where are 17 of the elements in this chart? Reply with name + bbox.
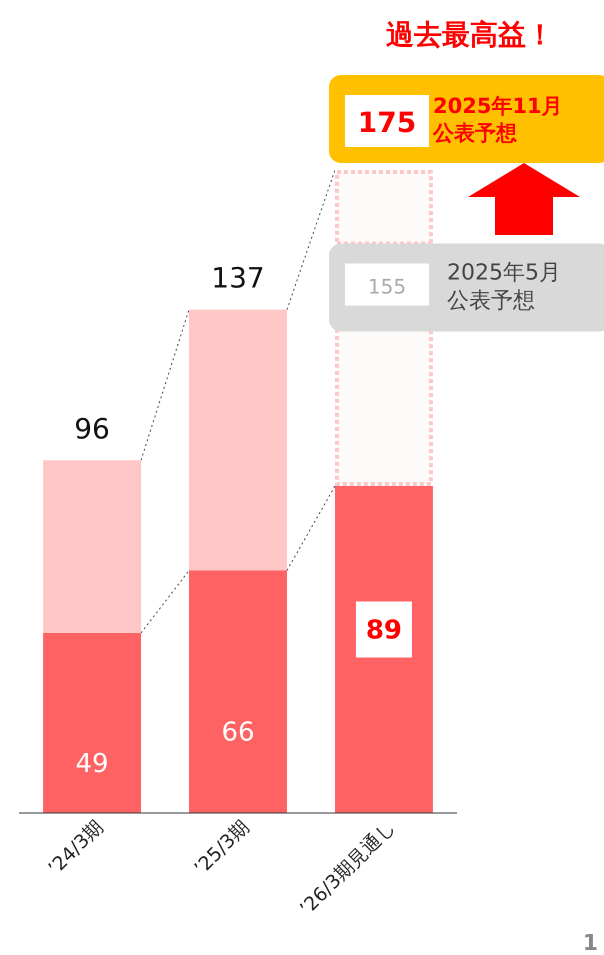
data-label: 49 <box>76 748 109 779</box>
total-label: 137 <box>211 262 265 295</box>
bar <box>43 632 142 813</box>
annotation: 155 <box>368 274 406 298</box>
text: 公表予想 <box>432 121 517 145</box>
data-label: 89 <box>366 615 402 646</box>
bar <box>189 310 287 570</box>
annotation: 2025年5月 <box>446 260 561 286</box>
text: 2025年11月 <box>432 94 563 118</box>
annotation: 公表予想 <box>446 288 535 314</box>
text: 1 <box>582 931 598 955</box>
chart-title: 過去最高益！ <box>386 18 554 51</box>
data-label: 66 <box>221 718 255 748</box>
total-label: 96 <box>74 412 110 446</box>
annotation: 175 <box>358 106 416 139</box>
bar <box>189 570 287 813</box>
bar <box>43 460 142 633</box>
